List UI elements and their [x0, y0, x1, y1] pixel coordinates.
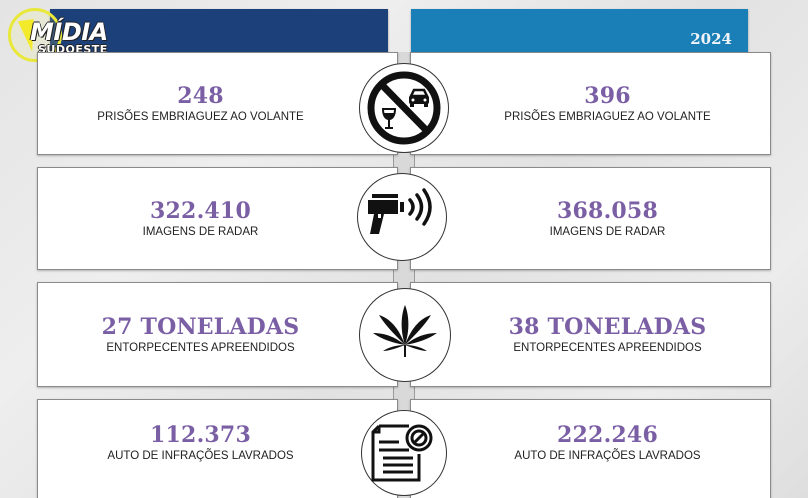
stat-label: PRISÕES EMBRIAGUEZ AO VOLANTE — [504, 110, 711, 123]
stat-card-left-radar: 322.410 IMAGENS DE RADAR — [37, 167, 398, 270]
stat-value: 248 — [177, 82, 224, 109]
stat-value: 222.246 — [557, 422, 658, 448]
cannabis-leaf-icon — [359, 288, 451, 382]
stat-value: 368.058 — [557, 197, 658, 224]
stat-card-left-drunk-driving: 248 PRISÕES EMBRIAGUEZ AO VOLANTE — [37, 52, 398, 155]
stat-value: 38 TONELADAS — [508, 313, 707, 340]
stat-value: 112.373 — [150, 422, 251, 448]
stat-card-left-drugs: 27 TONELADAS ENTORPECENTES APREENDIDOS — [37, 282, 398, 387]
no-drink-driving-icon — [359, 63, 449, 153]
radar-gun-icon — [357, 173, 447, 261]
citation-document-icon — [361, 410, 447, 496]
stat-label: IMAGENS DE RADAR — [549, 225, 666, 238]
stat-value: 27 TONELADAS — [101, 313, 300, 340]
stat-label: ENTORPECENTES APREENDIDOS — [106, 341, 295, 354]
connector — [393, 52, 415, 498]
stat-card-right-radar: 368.058 IMAGENS DE RADAR — [410, 167, 771, 270]
header-year-right: 2024 — [690, 30, 732, 48]
stat-value: 396 — [584, 82, 631, 109]
stat-label: ENTORPECENTES APREENDIDOS — [513, 341, 702, 354]
stat-label: AUTO DE INFRAÇÕES LAVRADOS — [514, 450, 701, 462]
stat-label: AUTO DE INFRAÇÕES LAVRADOS — [107, 450, 294, 462]
stat-card-right-infractions: 222.246 AUTO DE INFRAÇÕES LAVRADOS — [410, 399, 771, 498]
stat-value: 322.410 — [150, 197, 251, 224]
stat-card-left-infractions: 112.373 AUTO DE INFRAÇÕES LAVRADOS — [37, 399, 398, 498]
stat-card-right-drugs: 38 TONELADAS ENTORPECENTES APREENDIDOS — [410, 282, 771, 387]
stat-label: PRISÕES EMBRIAGUEZ AO VOLANTE — [97, 110, 304, 123]
stat-label: IMAGENS DE RADAR — [142, 225, 259, 238]
stat-card-right-drunk-driving: 396 PRISÕES EMBRIAGUEZ AO VOLANTE — [410, 52, 771, 155]
logo-main-text: MÍDIA — [30, 18, 108, 46]
